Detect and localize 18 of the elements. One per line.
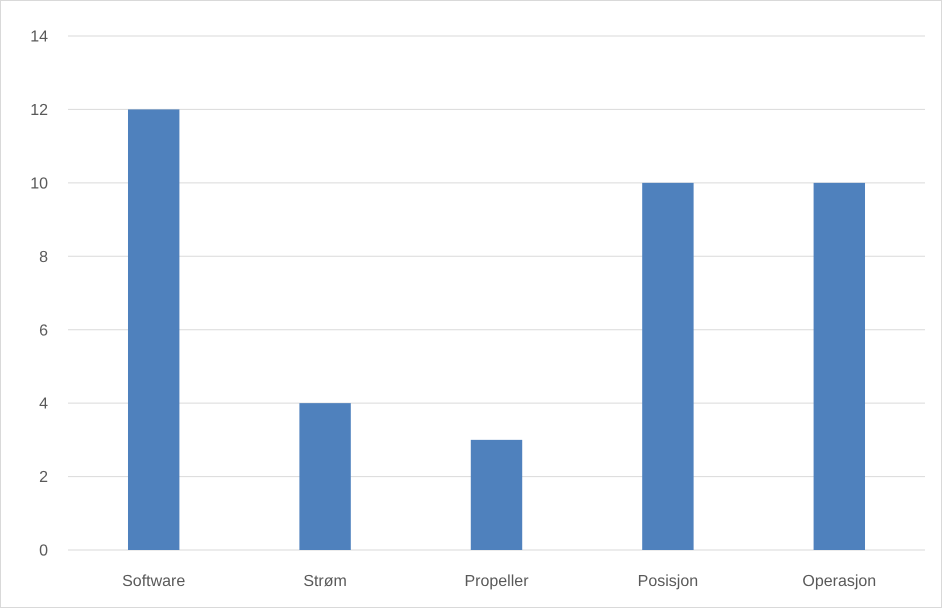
- x-tick-label: Software: [122, 573, 186, 590]
- y-tick-label: 10: [30, 175, 48, 192]
- bar: [299, 403, 351, 550]
- x-tick-label: Operasjon: [802, 573, 876, 590]
- bar: [470, 440, 522, 550]
- x-tick-label: Strøm: [303, 573, 347, 590]
- y-tick-label: 0: [39, 542, 48, 560]
- x-tick-label: Posisjon: [638, 573, 698, 590]
- x-tick-label: Propeller: [464, 573, 530, 590]
- bar: [128, 109, 180, 550]
- y-tick-label: 14: [30, 28, 48, 46]
- y-tick-label: 4: [39, 396, 48, 413]
- bar: [642, 182, 694, 550]
- y-tick-label: 2: [39, 469, 48, 486]
- bar: [814, 182, 866, 550]
- y-tick-label: 8: [39, 248, 48, 266]
- y-tick-label: 12: [30, 102, 48, 120]
- y-tick-label: 6: [39, 322, 48, 340]
